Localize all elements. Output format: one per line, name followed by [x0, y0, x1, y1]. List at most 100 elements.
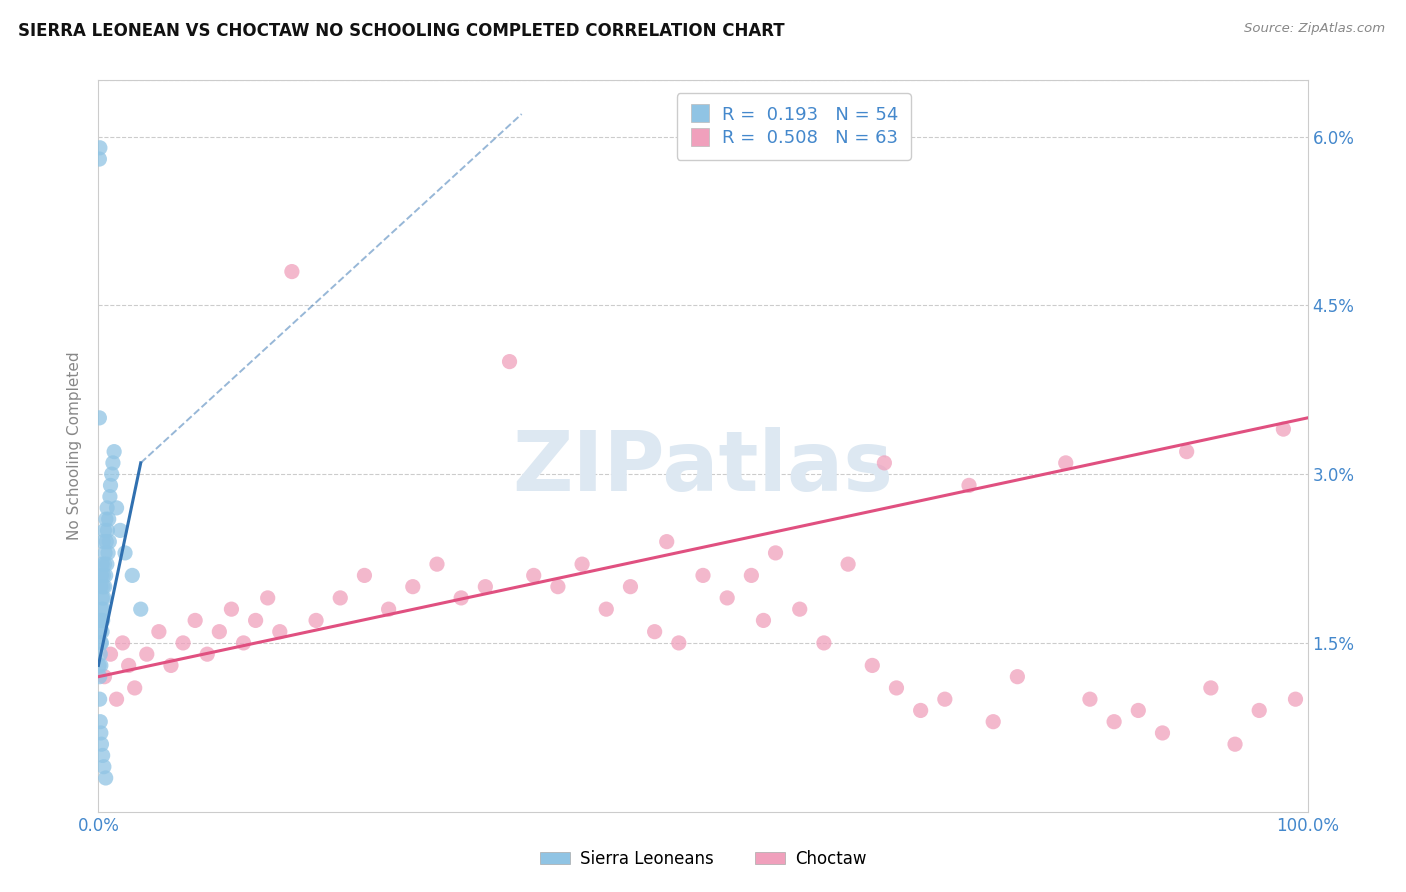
- Point: [981, 714, 1004, 729]
- Point: [571, 557, 593, 571]
- Point: [111, 636, 134, 650]
- Point: [148, 624, 170, 639]
- Point: [1102, 714, 1125, 729]
- Point: [655, 534, 678, 549]
- Point: [1152, 726, 1174, 740]
- Point: [91, 534, 114, 549]
- Point: [89, 647, 111, 661]
- Legend: Sierra Leoneans, Choctaw: Sierra Leoneans, Choctaw: [533, 844, 873, 875]
- Point: [91, 748, 114, 763]
- Point: [90, 737, 112, 751]
- Point: [91, 580, 114, 594]
- Point: [910, 703, 932, 717]
- Point: [135, 647, 157, 661]
- Point: [89, 141, 111, 155]
- Point: [96, 557, 118, 571]
- Point: [90, 568, 112, 582]
- Y-axis label: No Schooling Completed: No Schooling Completed: [67, 351, 83, 541]
- Legend: R =  0.193   N = 54, R =  0.508   N = 63: R = 0.193 N = 54, R = 0.508 N = 63: [676, 93, 911, 160]
- Point: [752, 614, 775, 628]
- Point: [93, 524, 115, 538]
- Point: [97, 512, 120, 526]
- Point: [619, 580, 641, 594]
- Point: [89, 152, 111, 166]
- Point: [426, 557, 449, 571]
- Text: SIERRA LEONEAN VS CHOCTAW NO SCHOOLING COMPLETED CORRELATION CHART: SIERRA LEONEAN VS CHOCTAW NO SCHOOLING C…: [18, 22, 785, 40]
- Point: [89, 614, 111, 628]
- Point: [221, 602, 243, 616]
- Point: [1284, 692, 1306, 706]
- Point: [789, 602, 811, 616]
- Point: [100, 467, 122, 482]
- Point: [118, 658, 141, 673]
- Point: [195, 647, 218, 661]
- Point: [716, 591, 738, 605]
- Point: [90, 580, 112, 594]
- Point: [1175, 444, 1198, 458]
- Point: [1272, 422, 1295, 436]
- Point: [124, 681, 146, 695]
- Point: [172, 636, 194, 650]
- Point: [90, 636, 112, 650]
- Point: [94, 512, 117, 526]
- Point: [98, 490, 121, 504]
- Point: [91, 602, 114, 616]
- Point: [90, 658, 112, 673]
- Point: [98, 534, 121, 549]
- Point: [595, 602, 617, 616]
- Point: [740, 568, 762, 582]
- Point: [93, 568, 115, 582]
- Point: [96, 524, 118, 538]
- Point: [89, 670, 111, 684]
- Point: [232, 636, 254, 650]
- Point: [1199, 681, 1222, 695]
- Point: [91, 591, 114, 605]
- Point: [957, 478, 980, 492]
- Point: [837, 557, 859, 571]
- Point: [101, 456, 124, 470]
- Point: [765, 546, 787, 560]
- Point: [886, 681, 908, 695]
- Point: [353, 568, 375, 582]
- Point: [813, 636, 835, 650]
- Point: [89, 410, 111, 425]
- Point: [90, 614, 112, 628]
- Point: [90, 636, 112, 650]
- Point: [87, 658, 110, 673]
- Point: [93, 591, 115, 605]
- Point: [91, 557, 114, 571]
- Point: [934, 692, 956, 706]
- Point: [644, 624, 666, 639]
- Point: [1128, 703, 1150, 717]
- Point: [93, 760, 115, 774]
- Point: [256, 591, 278, 605]
- Point: [91, 624, 114, 639]
- Text: ZIPatlas: ZIPatlas: [513, 427, 893, 508]
- Point: [184, 614, 207, 628]
- Point: [100, 478, 122, 492]
- Point: [498, 354, 520, 368]
- Point: [105, 692, 128, 706]
- Point: [93, 670, 115, 684]
- Point: [305, 614, 328, 628]
- Point: [94, 771, 117, 785]
- Point: [97, 546, 120, 560]
- Point: [1007, 670, 1029, 684]
- Point: [523, 568, 546, 582]
- Point: [129, 602, 152, 616]
- Point: [1249, 703, 1271, 717]
- Point: [114, 546, 136, 560]
- Point: [96, 500, 118, 515]
- Point: [94, 568, 117, 582]
- Point: [89, 714, 111, 729]
- Point: [93, 580, 115, 594]
- Point: [1054, 456, 1077, 470]
- Point: [1078, 692, 1101, 706]
- Point: [377, 602, 399, 616]
- Point: [96, 534, 118, 549]
- Point: [94, 546, 117, 560]
- Point: [100, 647, 122, 661]
- Point: [90, 726, 112, 740]
- Point: [873, 456, 896, 470]
- Point: [269, 624, 291, 639]
